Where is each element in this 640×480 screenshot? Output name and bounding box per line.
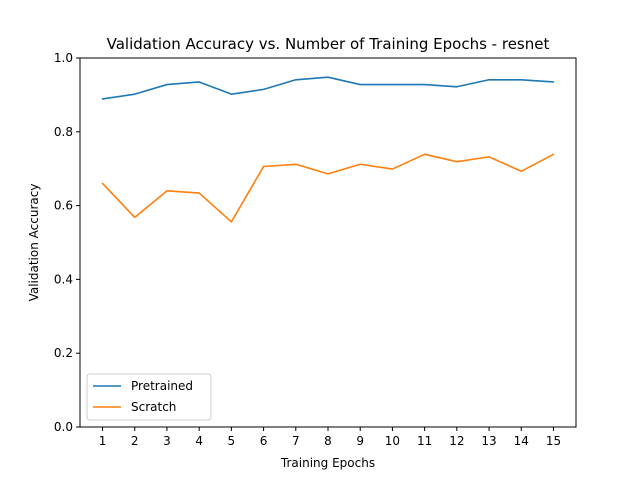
legend: Pretrained Scratch bbox=[86, 373, 212, 421]
x-tick-label: 1 bbox=[99, 434, 107, 448]
data-point-pretrained bbox=[487, 78, 491, 82]
data-point-pretrained bbox=[423, 83, 427, 87]
data-point-scratch bbox=[519, 169, 523, 173]
data-point-scratch bbox=[165, 189, 169, 193]
x-tick-label: 10 bbox=[385, 434, 400, 448]
x-tick-label: 13 bbox=[481, 434, 496, 448]
y-tick-label: 0.0 bbox=[54, 420, 73, 434]
x-tick-label: 12 bbox=[449, 434, 464, 448]
x-tick-label: 2 bbox=[131, 434, 139, 448]
data-point-pretrained bbox=[262, 87, 266, 91]
data-point-pretrained bbox=[229, 92, 233, 96]
y-tick-label: 1.0 bbox=[54, 51, 73, 65]
x-tick-label: 5 bbox=[228, 434, 236, 448]
x-tick-label: 6 bbox=[260, 434, 268, 448]
data-point-pretrained bbox=[326, 75, 330, 79]
chart-title: Validation Accuracy vs. Number of Traini… bbox=[107, 35, 550, 53]
legend-label-scratch: Scratch bbox=[131, 400, 176, 414]
x-tick-label: 8 bbox=[324, 434, 332, 448]
data-point-scratch bbox=[229, 220, 233, 224]
x-tick-label: 3 bbox=[163, 434, 171, 448]
y-axis-label: Validation Accuracy bbox=[27, 184, 41, 302]
x-tick-label: 4 bbox=[195, 434, 203, 448]
y-tick-label: 0.8 bbox=[54, 125, 73, 139]
x-axis-label: Training Epochs bbox=[280, 456, 375, 470]
data-point-pretrained bbox=[294, 78, 298, 82]
plot-area bbox=[101, 75, 555, 224]
data-point-scratch bbox=[358, 162, 362, 166]
series-line-pretrained bbox=[101, 76, 555, 100]
legend-label-pretrained: Pretrained bbox=[131, 379, 193, 393]
data-point-scratch bbox=[294, 162, 298, 166]
data-point-pretrained bbox=[455, 85, 459, 89]
data-point-pretrained bbox=[101, 97, 105, 101]
data-point-pretrained bbox=[197, 80, 201, 84]
data-point-pretrained bbox=[519, 78, 523, 82]
data-point-pretrained bbox=[551, 80, 555, 84]
data-point-pretrained bbox=[165, 83, 169, 87]
plot-frame bbox=[79, 57, 577, 428]
x-tick-label: 15 bbox=[546, 434, 561, 448]
data-point-pretrained bbox=[358, 83, 362, 87]
data-point-scratch bbox=[262, 164, 266, 168]
x-tick-label: 7 bbox=[292, 434, 300, 448]
x-tick-label: 14 bbox=[514, 434, 529, 448]
y-tick-label: 0.2 bbox=[54, 346, 73, 360]
data-point-scratch bbox=[487, 155, 491, 159]
y-tick-label: 0.6 bbox=[54, 199, 73, 213]
data-point-pretrained bbox=[390, 83, 394, 87]
data-point-scratch bbox=[101, 181, 105, 185]
data-point-pretrained bbox=[133, 92, 137, 96]
data-point-scratch bbox=[326, 172, 330, 176]
data-point-scratch bbox=[197, 191, 201, 195]
x-tick-label: 11 bbox=[417, 434, 432, 448]
data-point-scratch bbox=[551, 152, 555, 156]
data-point-scratch bbox=[423, 152, 427, 156]
x-tick-label: 9 bbox=[356, 434, 364, 448]
data-point-scratch bbox=[133, 215, 137, 219]
data-point-scratch bbox=[455, 160, 459, 164]
series-line-scratch bbox=[101, 153, 555, 223]
y-tick-label: 0.4 bbox=[54, 272, 73, 286]
data-point-scratch bbox=[390, 167, 394, 171]
